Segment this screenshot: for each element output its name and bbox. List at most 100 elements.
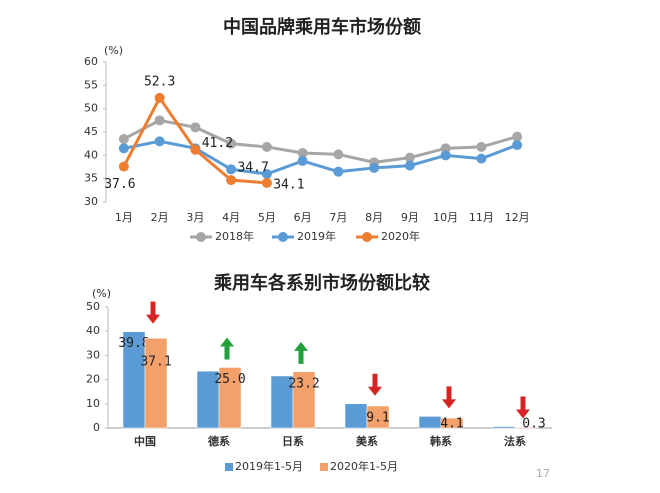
data-label: 34.1 [273,177,304,192]
bar [492,426,516,429]
point [297,148,308,158]
y-tick-label: 40 [86,324,100,337]
bar [366,405,390,429]
data-label: 9.1 [366,410,389,425]
trend-arrow [146,301,160,324]
point [226,138,237,149]
y-tick-label: 50 [84,102,98,115]
x-tick-label: 12月 [505,211,530,224]
point [261,141,272,152]
x-tick-label: 德系 [207,434,230,448]
point [118,143,129,154]
y-tick-label: 45 [84,125,98,138]
y-tick-label: 35 [84,172,98,185]
y-tick-label: 60 [84,55,98,68]
x-tick-label: 中国 [134,434,156,448]
x-tick-label: 11月 [469,211,494,224]
point [440,150,451,161]
point [476,153,487,164]
legend-label: 2019年1-5月 [235,459,303,473]
bar [292,371,316,429]
series-line [123,118,518,164]
data-label: 23.2 [288,376,319,391]
point [369,162,380,173]
x-tick-label: 5月 [258,211,276,224]
x-tick-label: 法系 [504,434,526,448]
point [404,152,415,163]
point [154,136,165,147]
point [512,131,523,142]
y-tick-label: 10 [86,397,100,410]
bar [218,367,242,429]
data-label: 4.1 [440,417,463,432]
data-label: 34.7 [237,161,268,176]
point [118,161,129,172]
x-tick-label: 韩系 [430,434,452,448]
point [190,122,201,133]
legend-marker [196,232,206,242]
point [154,115,165,126]
point [512,140,523,151]
point [226,164,237,175]
x-tick-label: 9月 [401,211,419,224]
point [261,169,272,179]
data-label: 52.3 [144,74,175,89]
y-unit: (%) [92,287,111,300]
chart-title: 中国品牌乘用车市场份额 [223,16,421,38]
y-tick-label: 55 [84,78,98,91]
x-tick-label: 6月 [294,211,312,224]
x-tick-label: 4月 [222,211,240,224]
bar [440,417,464,429]
point [333,166,344,177]
x-tick-label: 1月 [115,211,133,224]
point [190,144,201,155]
trend-arrow [516,396,530,419]
y-tick-label: 40 [84,148,98,161]
y-tick-label: 30 [84,195,98,208]
legend-swatch [225,463,233,471]
point [476,141,487,152]
y-tick-label: 0 [93,421,100,434]
point [440,143,451,154]
data-label: 25.0 [214,372,245,387]
legend-label: 2018年 [215,229,254,243]
legend-swatch [320,463,328,471]
x-tick-label: 2月 [151,211,169,224]
point [297,155,308,166]
y-unit: (%) [104,44,123,57]
x-tick-label: 10月 [433,211,458,224]
x-tick-label: 7月 [329,211,347,224]
chart-title: 乘用车各系别市场份额比较 [213,272,430,294]
trend-arrow [442,386,456,409]
x-tick-label: 8月 [365,211,383,224]
x-tick-label: 3月 [186,211,204,224]
legend-label: 2019年 [297,229,336,243]
data-label: 37.6 [104,177,135,192]
trend-arrow [294,341,308,364]
legend-marker [278,232,288,242]
data-label: 41.2 [202,136,233,151]
point [226,175,237,186]
bar [514,427,538,429]
bar [418,416,442,429]
y-tick-label: 30 [86,348,100,361]
series-line [123,139,518,176]
point [118,134,129,144]
data-label: 37.1 [140,355,171,370]
point [333,149,344,160]
trend-arrow [220,337,234,360]
bar [144,337,168,429]
page-number: 17 [536,467,550,480]
legend-marker [362,232,372,242]
y-tick-label: 50 [86,300,100,313]
y-tick-label: 20 [86,373,100,386]
data-label: 0.3 [522,417,545,432]
bar [344,403,368,429]
trend-arrow [368,373,382,396]
x-tick-label: 美系 [356,434,378,448]
point [154,92,165,103]
legend-label: 2020年1-5月 [330,459,398,473]
data-label: 39.8 [118,336,149,351]
